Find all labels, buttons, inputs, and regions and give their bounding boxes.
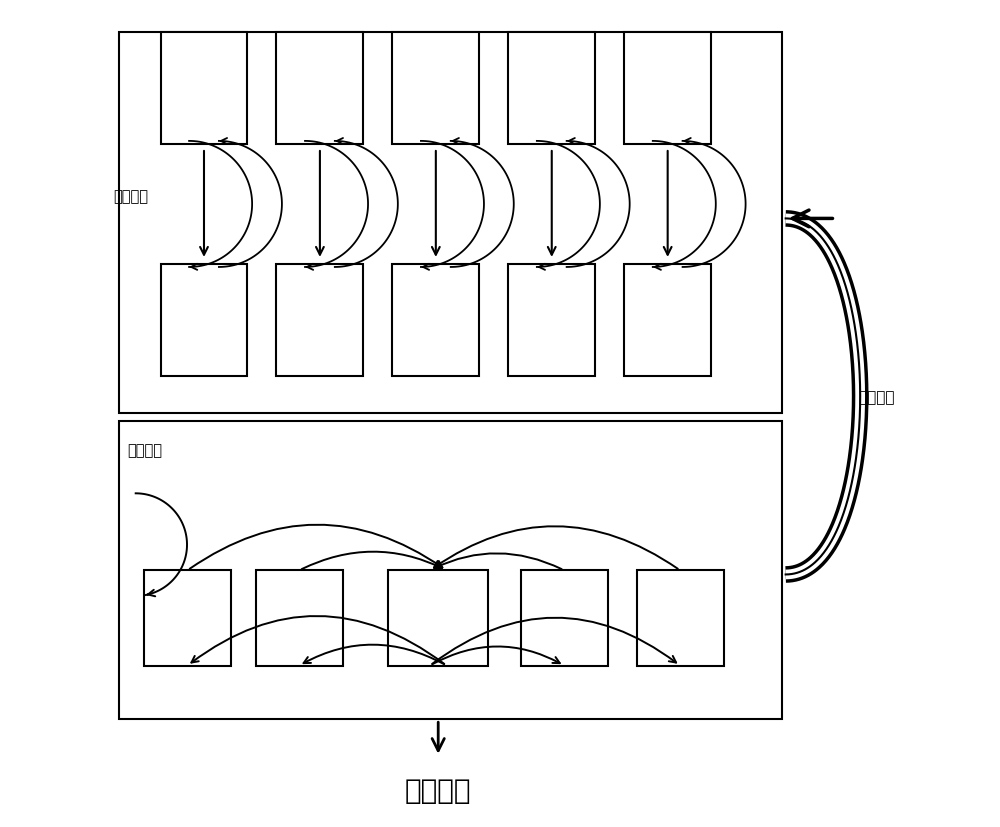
- Text: 外层迭代: 外层迭代: [858, 390, 895, 404]
- Bar: [624, 33, 711, 145]
- Bar: [508, 265, 595, 376]
- Bar: [161, 33, 247, 145]
- Text: 更新外势: 更新外势: [127, 442, 162, 457]
- Bar: [256, 571, 343, 666]
- Bar: [276, 265, 363, 376]
- Bar: [392, 33, 479, 145]
- Text: 自浃收敛: 自浃收敛: [405, 776, 471, 804]
- Bar: [388, 571, 488, 666]
- Bar: [144, 571, 231, 666]
- Bar: [624, 265, 711, 376]
- Bar: [119, 33, 782, 414]
- Bar: [161, 265, 247, 376]
- Text: 内层自浃: 内层自浃: [113, 189, 148, 204]
- Bar: [276, 33, 363, 145]
- Bar: [392, 265, 479, 376]
- Bar: [508, 33, 595, 145]
- Bar: [119, 422, 782, 719]
- Bar: [637, 571, 724, 666]
- Bar: [521, 571, 608, 666]
